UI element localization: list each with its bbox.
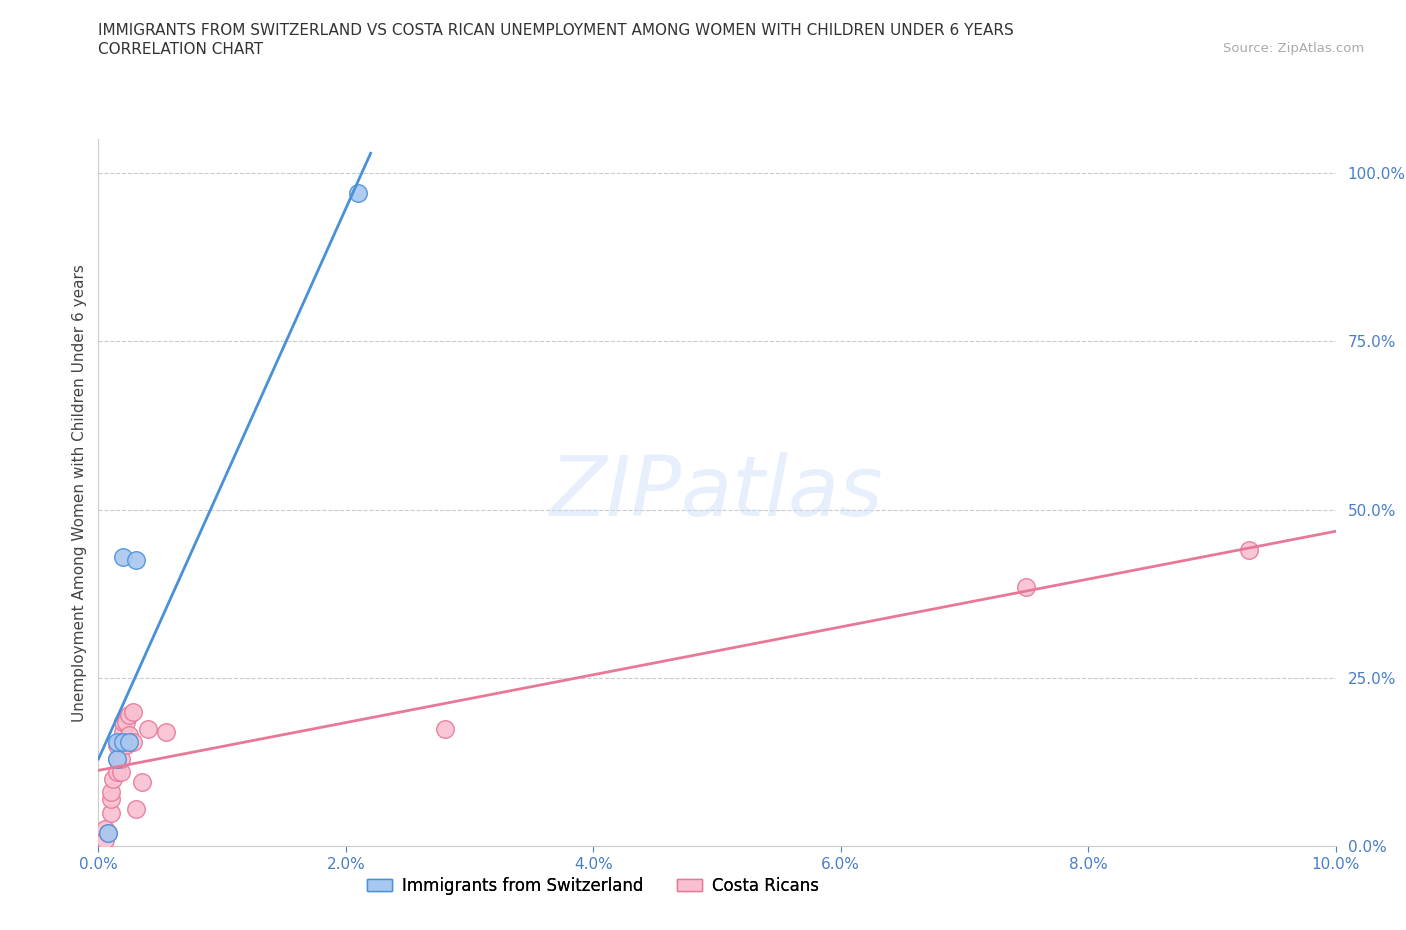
Point: [112, 735, 135, 750]
Point: [100, 791, 122, 806]
Point: [112, 737, 135, 752]
Point: [155, 724, 177, 739]
Point: [105, 737, 128, 752]
Text: IMMIGRANTS FROM SWITZERLAND VS COSTA RICAN UNEMPLOYMENT AMONG WOMEN WITH CHILDRE: IMMIGRANTS FROM SWITZERLAND VS COSTA RIC…: [98, 23, 1014, 38]
Point: [112, 550, 135, 565]
Point: [105, 751, 128, 766]
Point: [122, 735, 145, 750]
Point: [118, 735, 141, 750]
Y-axis label: Unemployment Among Women with Children Under 6 years: Unemployment Among Women with Children U…: [72, 264, 87, 722]
Point: [124, 802, 146, 817]
Point: [1237, 543, 1260, 558]
Point: [112, 724, 135, 739]
Point: [105, 735, 128, 750]
Point: [105, 764, 128, 779]
Point: [100, 785, 122, 800]
Point: [100, 805, 122, 820]
Point: [114, 714, 136, 729]
Point: [97, 826, 120, 841]
Point: [136, 721, 159, 736]
Text: ZIPatlas: ZIPatlas: [550, 452, 884, 534]
Point: [97, 826, 120, 841]
Legend: Immigrants from Switzerland, Costa Ricans: Immigrants from Switzerland, Costa Rican…: [361, 870, 825, 901]
Point: [110, 751, 132, 766]
Point: [347, 186, 370, 201]
Point: [93, 832, 115, 847]
Point: [110, 764, 132, 779]
Point: [105, 751, 128, 766]
Point: [131, 775, 153, 790]
Point: [124, 552, 146, 567]
Point: [433, 721, 456, 736]
Point: [118, 728, 141, 743]
Point: [122, 704, 145, 719]
Point: [118, 708, 141, 723]
Point: [114, 737, 136, 752]
Point: [93, 822, 115, 837]
Text: Source: ZipAtlas.com: Source: ZipAtlas.com: [1223, 42, 1364, 55]
Point: [1015, 579, 1038, 594]
Point: [103, 772, 125, 787]
Point: [112, 714, 135, 729]
Text: CORRELATION CHART: CORRELATION CHART: [98, 42, 263, 57]
